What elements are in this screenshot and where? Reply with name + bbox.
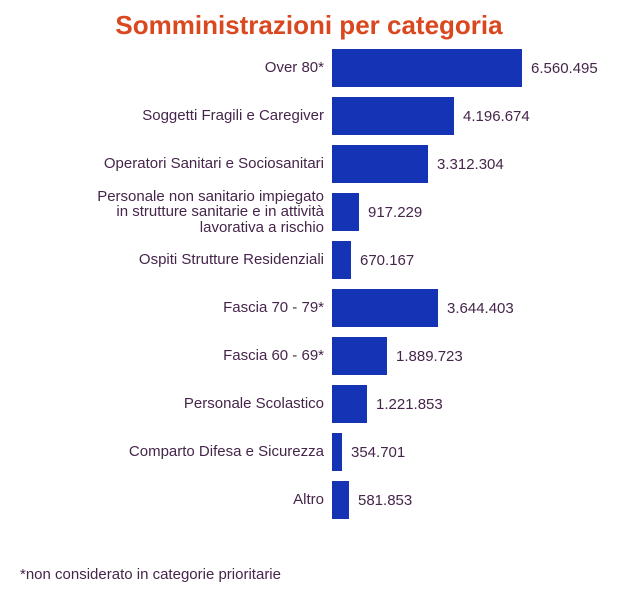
bar	[332, 193, 359, 231]
bar-row: Fascia 60 - 69* 1.889.723	[0, 332, 618, 380]
value-label: 917.229	[368, 203, 423, 221]
bar-track: 3.312.304	[332, 145, 618, 183]
category-label: Operatori Sanitari e Sociosanitari	[103, 155, 324, 173]
category-label: Soggetti Fragili e Caregiver	[142, 107, 324, 125]
bar	[332, 337, 387, 375]
bar	[332, 241, 351, 279]
bar-row: Personale Scolastico 1.221.853	[0, 380, 618, 428]
value-label: 581.853	[358, 491, 413, 509]
category-label: Comparto Difesa e Sicurezza	[128, 443, 324, 461]
bar-row: Personale non sanitario impiegato in str…	[0, 188, 618, 236]
category-label: Altro	[293, 491, 324, 509]
bar-row: Comparto Difesa e Sicurezza 354.701	[0, 428, 618, 476]
value-label: 6.560.495	[531, 59, 598, 77]
category-label: Personale non sanitario impiegato in str…	[97, 187, 324, 236]
category-label: Fascia 60 - 69*	[223, 347, 324, 365]
bar-track: 4.196.674	[332, 97, 618, 135]
chart-title: Somministrazioni per categoria	[115, 10, 503, 40]
bar-row: Fascia 70 - 79* 3.644.403	[0, 284, 618, 332]
bar	[332, 97, 454, 135]
bar-track: 3.644.403	[332, 289, 618, 327]
bar-track: 1.221.853	[332, 385, 618, 423]
bar	[332, 49, 522, 87]
bar	[332, 481, 349, 519]
value-label: 1.221.853	[376, 395, 443, 413]
bar	[332, 433, 342, 471]
bar-row: Altro 581.853	[0, 476, 618, 524]
value-label: 1.889.723	[396, 347, 463, 365]
bar	[332, 145, 428, 183]
value-label: 3.312.304	[437, 155, 504, 173]
category-label: Ospiti Strutture Residenziali	[138, 251, 324, 269]
value-label: 354.701	[351, 443, 406, 461]
chart-rows: Over 80* 6.560.495 Soggetti Fragili e Care…	[0, 44, 618, 524]
chart-footnote: *non considerato in categorie prioritari…	[20, 566, 281, 583]
bar-track: 917.229	[332, 193, 618, 231]
bar-row: Operatori Sanitari e Sociosanitari 3.312.…	[0, 140, 618, 188]
value-label: 670.167	[360, 251, 415, 269]
category-label: Over 80*	[264, 59, 324, 77]
bar-track: 354.701	[332, 433, 618, 471]
category-label: Personale Scolastico	[183, 395, 324, 413]
bar-row: Ospiti Strutture Residenziali 670.167	[0, 236, 618, 284]
bar-track: 6.560.495	[332, 49, 618, 87]
bar	[332, 385, 367, 423]
bar-track: 1.889.723	[332, 337, 618, 375]
bar-track: 581.853	[332, 481, 618, 519]
value-label: 4.196.674	[463, 107, 530, 125]
bar-row: Over 80* 6.560.495	[0, 44, 618, 92]
bar-row: Soggetti Fragili e Caregiver 4.196.674	[0, 92, 618, 140]
bar-track: 670.167	[332, 241, 618, 279]
bar	[332, 289, 438, 327]
value-label: 3.644.403	[447, 299, 514, 317]
category-label: Fascia 70 - 79*	[223, 299, 324, 317]
